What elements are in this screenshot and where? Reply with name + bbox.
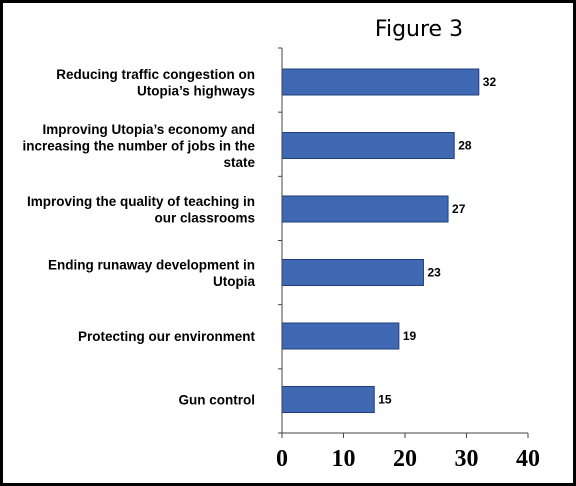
bar-2 bbox=[281, 132, 455, 159]
category-label-6: Gun control bbox=[179, 393, 256, 408]
x-tick-label-20: 20 bbox=[393, 446, 417, 472]
x-tick-label-40: 40 bbox=[516, 446, 540, 472]
data-label-5: 19 bbox=[403, 329, 417, 343]
data-label-4: 23 bbox=[427, 266, 441, 280]
bar-chart: Figure 3 32 Reducing traffic congestion o… bbox=[22, 17, 540, 472]
chart-title: Figure 3 bbox=[375, 17, 463, 42]
bar-4 bbox=[281, 259, 424, 286]
category-label-5: Protecting our environment bbox=[78, 329, 256, 344]
bar-1 bbox=[281, 68, 480, 96]
data-label-6: 15 bbox=[378, 393, 392, 407]
x-tick-label-0: 0 bbox=[276, 446, 288, 472]
data-label-2: 28 bbox=[458, 139, 472, 153]
x-tick-label-10: 10 bbox=[332, 446, 356, 472]
bar-3 bbox=[281, 195, 449, 223]
category-label-2: Improving Utopia’s economy and increasing… bbox=[22, 122, 255, 170]
bars-layer: 32 Reducing traffic congestion on Utopia’s… bbox=[22, 67, 496, 413]
bar-5 bbox=[281, 322, 400, 350]
category-label-1: Reducing traffic congestion on Utopia’s h… bbox=[56, 67, 255, 99]
category-label-4: Ending runaway development in Utopia bbox=[48, 257, 256, 289]
bar-6 bbox=[281, 386, 375, 413]
data-label-1: 32 bbox=[483, 75, 497, 89]
x-axis: 0 10 20 30 40 bbox=[276, 47, 540, 472]
category-label-3: Improving the quality of teaching in our … bbox=[27, 194, 255, 226]
data-label-3: 27 bbox=[452, 202, 466, 216]
x-tick-label-30: 30 bbox=[455, 446, 479, 472]
